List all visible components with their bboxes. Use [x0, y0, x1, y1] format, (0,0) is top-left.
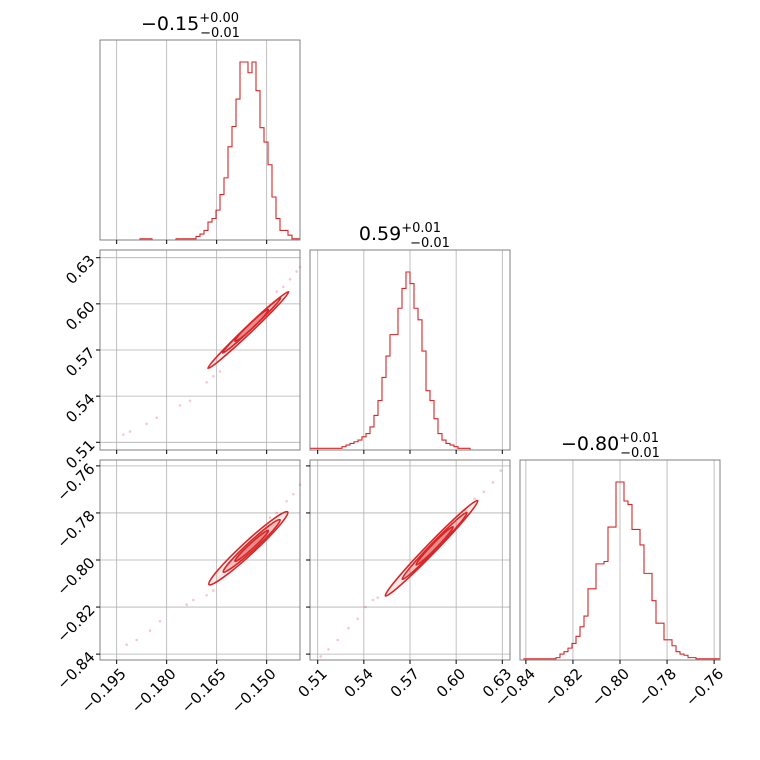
- title-value: 0.59: [359, 223, 401, 245]
- scatter-point: [499, 469, 503, 472]
- histogram-title-0: −0.15+0.00: [141, 11, 239, 35]
- scatter-panel-0-1: [99, 249, 302, 451]
- contour-level-1: [222, 518, 281, 574]
- scatter-panel-0-2: [99, 459, 302, 661]
- x-tick-label: 0.60: [433, 665, 469, 701]
- title-upper-error: +0.01: [619, 431, 659, 446]
- scatter-point: [319, 655, 323, 658]
- scatter-point: [288, 277, 292, 281]
- y-tick-label: −0.84: [53, 648, 98, 693]
- scatter-point: [336, 638, 339, 642]
- histogram-panel-1: 0.59+0.01−0.01: [309, 221, 511, 451]
- x-tick-label: −0.150: [228, 665, 280, 717]
- y-tick-label: −0.82: [53, 601, 98, 646]
- histogram-series-1: [310, 271, 510, 451]
- x-tick-label: −0.82: [541, 665, 586, 710]
- scatter-point: [145, 422, 148, 426]
- scatter-point: [212, 374, 215, 378]
- histogram-panel-2: −0.80+0.01−0.01: [519, 431, 721, 661]
- scatter-point: [371, 598, 375, 602]
- histogram-title-2: −0.80+0.01: [561, 431, 659, 455]
- scatter-point: [482, 490, 486, 494]
- scatter-point: [282, 285, 285, 289]
- x-tick-label: 0.51: [294, 665, 330, 701]
- x-tick-label: −0.76: [682, 665, 727, 710]
- scatter-point: [125, 643, 128, 647]
- title-upper-error: +0.00: [199, 11, 239, 26]
- scatter-point: [218, 370, 222, 373]
- scatter-point: [275, 511, 278, 515]
- scatter-point: [155, 416, 158, 419]
- panel-frame: [99, 39, 301, 241]
- scatter-point: [122, 433, 125, 436]
- histogram-series-2: [520, 481, 720, 661]
- x-tick-label: −0.180: [128, 665, 180, 717]
- scatter-point: [158, 619, 162, 623]
- scatter-point: [473, 497, 476, 501]
- scatter-point: [327, 648, 330, 651]
- title-value: −0.15: [141, 13, 199, 35]
- scatter-point: [178, 404, 182, 407]
- scatter-point: [185, 603, 188, 607]
- scatter-point: [128, 430, 132, 433]
- scatter-point: [376, 596, 379, 599]
- scatter-point: [356, 617, 359, 621]
- title-lower-error: −0.01: [620, 446, 660, 461]
- title-upper-error: +0.01: [401, 221, 441, 236]
- scatter-point: [205, 593, 208, 597]
- contour-level-2: [234, 308, 270, 343]
- scatter-point: [192, 598, 195, 602]
- histogram-title-1: 0.59+0.01: [359, 221, 441, 245]
- y-tick-label: −0.80: [53, 554, 98, 599]
- scatter-point: [188, 399, 192, 403]
- scatter-point: [212, 589, 215, 592]
- scatter-point: [268, 516, 272, 519]
- scatter-point: [292, 492, 295, 496]
- x-tick-label: 0.54: [341, 665, 377, 701]
- scatter-point: [275, 290, 278, 293]
- scatter-point: [364, 605, 367, 609]
- title-value: −0.80: [561, 433, 619, 455]
- contour-level-2: [415, 525, 454, 566]
- scatter-point: [491, 481, 495, 484]
- contour-level-1: [401, 511, 468, 581]
- histogram-series-0: [100, 61, 300, 241]
- x-tick-label: −0.78: [635, 665, 680, 710]
- x-tick-label: −0.165: [178, 665, 230, 717]
- y-tick-label: 0.60: [62, 298, 98, 334]
- title-lower-error: −0.01: [200, 26, 240, 41]
- x-tick-label: −0.80: [588, 665, 633, 710]
- scatter-point: [285, 499, 288, 503]
- x-tick-label: 0.57: [387, 665, 423, 701]
- y-tick-label: 0.54: [62, 390, 98, 426]
- title-lower-error: −0.01: [410, 236, 450, 251]
- scatter-point: [135, 638, 138, 642]
- y-tick-label: 0.63: [62, 252, 98, 288]
- scatter-point: [205, 381, 208, 384]
- contour-level-0: [384, 499, 479, 597]
- histogram-panel-0: −0.15+0.00−0.01: [99, 11, 301, 241]
- y-tick-label: 0.57: [62, 344, 98, 380]
- scatter-point: [295, 270, 298, 273]
- scatter-point: [148, 629, 152, 632]
- contour-level-2: [234, 529, 270, 563]
- scatter-panel-1-2: [309, 459, 511, 661]
- y-tick-label: −0.78: [53, 507, 98, 552]
- scatter-point: [347, 626, 350, 630]
